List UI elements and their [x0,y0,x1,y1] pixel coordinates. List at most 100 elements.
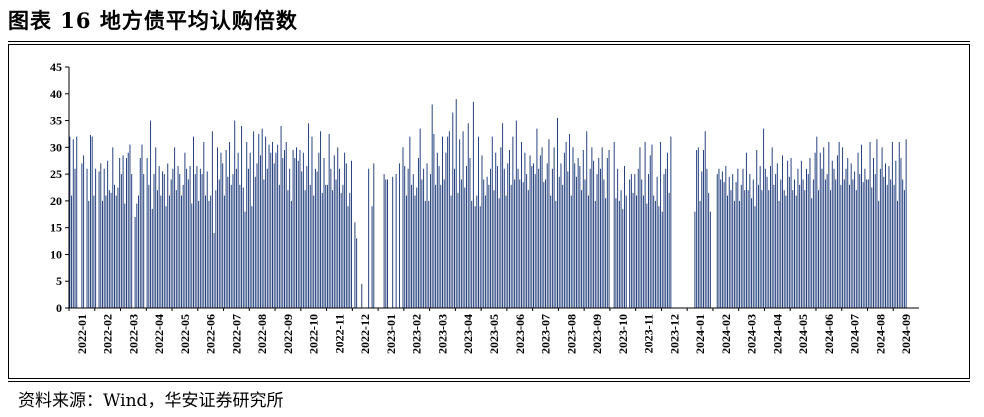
bar [792,190,794,308]
bar [553,147,555,308]
bar [223,195,225,308]
bar [314,168,316,308]
bar [426,163,428,308]
bar [666,152,668,308]
bar [205,195,206,308]
bar [782,155,783,308]
bar [462,131,464,308]
x-tick-label: 2023-01 [384,314,398,354]
x-tick-label: 2023-12 [667,314,681,354]
bar [203,141,205,308]
bar [423,168,425,308]
bar [474,206,476,308]
bar [246,141,248,308]
bar [184,152,186,308]
bar [345,163,347,308]
bar [816,136,818,308]
y-tick-label: 0 [56,301,62,315]
bar [155,147,157,308]
bar [258,133,260,308]
bar [842,147,844,308]
x-tick-label: 2024-04 [770,314,784,354]
figure-title: 图表 16 地方债平均认购倍数 [8,8,298,33]
bar [867,179,869,308]
bar [421,179,423,308]
bar [591,147,593,308]
x-tick-label: 2023-03 [435,314,449,354]
x-tick-label: 2022-07 [229,314,243,354]
bar [646,203,648,308]
bar [450,195,452,308]
bar [199,168,201,308]
bar [500,147,502,308]
bar [783,190,785,308]
bar [175,190,177,308]
bar [179,174,181,308]
bar [433,133,435,308]
bar [215,190,217,308]
bar [603,179,605,308]
bar [383,174,385,308]
bar [885,163,886,308]
bar [757,184,759,308]
bar [126,158,127,308]
bar [490,168,492,308]
bar [845,168,847,308]
bar [871,187,873,308]
bar [869,141,871,308]
bar [234,120,236,308]
bar [807,174,809,308]
bar [459,139,461,308]
bar [443,179,445,308]
bar [843,179,845,308]
bar [182,184,184,308]
bar [745,152,747,308]
bar [883,176,885,308]
bar [548,139,550,308]
bar [326,184,328,308]
bar [848,184,850,308]
bar [229,141,231,308]
bar [464,187,466,308]
bar [338,168,340,308]
bar [483,179,485,308]
bar [392,176,394,308]
bar [850,163,852,308]
bar [347,206,349,308]
bar [665,168,667,308]
bar [177,166,179,308]
x-tick-label: 2023-04 [461,314,475,354]
y-tick-label: 35 [50,114,62,128]
x-tick-label: 2022-05 [178,314,192,354]
bar [237,152,239,308]
bar [399,163,401,308]
x-tick-label: 2023-09 [590,314,604,354]
bar [129,144,131,308]
bar [703,150,704,308]
bar [560,163,562,308]
bar [520,141,522,308]
chart-frame: 0 5 10 15 20 25 30 35 40 45 2022-01 2022-02 2022-03… [8,44,970,379]
bar [320,131,322,308]
bar [599,168,601,308]
bar [886,184,888,308]
bar [823,147,825,308]
bar [605,198,607,308]
bar [826,174,828,308]
bar [83,155,85,308]
bar [780,179,782,308]
bar [536,128,538,308]
bar [788,176,790,308]
bar [519,179,521,308]
bar [88,200,90,308]
y-tick-label: 30 [50,140,62,154]
bar [515,120,517,308]
bar [775,174,777,308]
bar [337,147,339,308]
bar [613,141,615,308]
bar [787,160,789,308]
bar [108,190,110,308]
bar [247,168,249,308]
bar [253,131,255,308]
bar [728,176,730,308]
